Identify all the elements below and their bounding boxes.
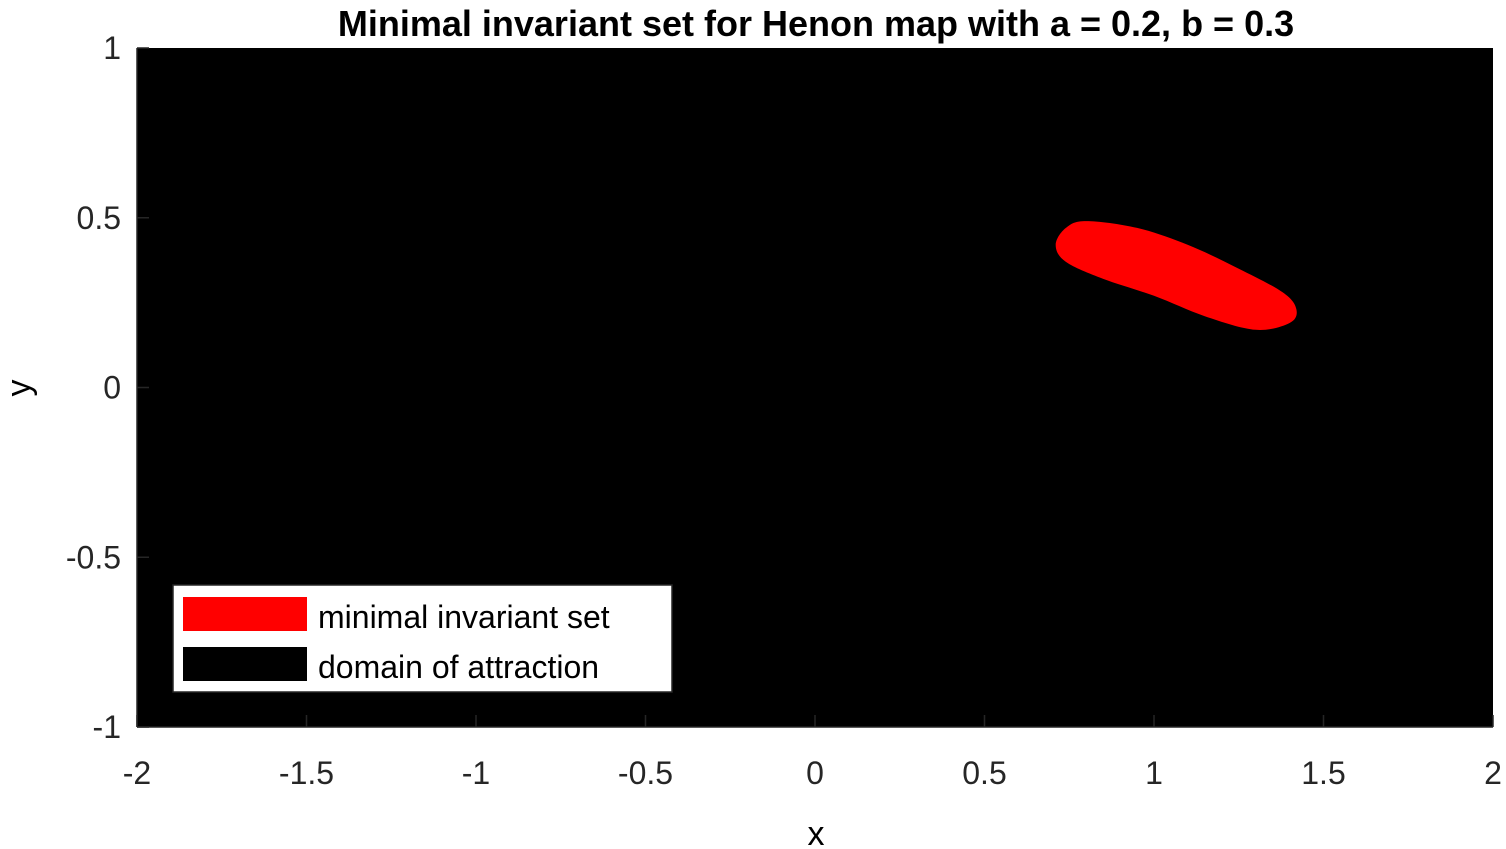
x-tick-label: 0	[806, 755, 824, 791]
x-tick-label: 2	[1484, 755, 1502, 791]
y-tick-label: 1	[103, 30, 121, 66]
legend-label-minimal-invariant-set: minimal invariant set	[318, 599, 610, 635]
axes-group	[136, 47, 1494, 728]
y-tick-label: 0	[103, 370, 121, 406]
x-tick-labels: -2 -1.5 -1 -0.5 0 0.5 1 1.5 2	[123, 755, 1502, 791]
legend-swatch-domain-of-attraction	[183, 647, 307, 681]
x-tick-label: 0.5	[962, 755, 1006, 791]
y-tick-label: -0.5	[66, 539, 121, 575]
x-tick-label: -0.5	[618, 755, 673, 791]
legend-label-domain-of-attraction: domain of attraction	[318, 649, 599, 685]
y-tick-labels: -1 -0.5 0 0.5 1	[66, 30, 121, 745]
x-tick-label: 1.5	[1301, 755, 1345, 791]
minimal-invariant-set-region	[1055, 221, 1297, 330]
x-tick-label: -1	[462, 755, 490, 791]
x-tick-label: -1.5	[279, 755, 334, 791]
y-tick-label: 0.5	[77, 200, 121, 236]
legend: minimal invariant set domain of attracti…	[172, 584, 673, 693]
chart-title: Minimal invariant set for Henon map with…	[338, 3, 1294, 44]
x-tick-label: 1	[1145, 755, 1163, 791]
y-tick-label: -1	[93, 709, 121, 745]
legend-swatch-minimal-invariant-set	[183, 597, 307, 631]
x-tick-label: -2	[123, 755, 151, 791]
x-axis-label: x	[808, 815, 825, 849]
y-axis-label: y	[0, 380, 38, 397]
